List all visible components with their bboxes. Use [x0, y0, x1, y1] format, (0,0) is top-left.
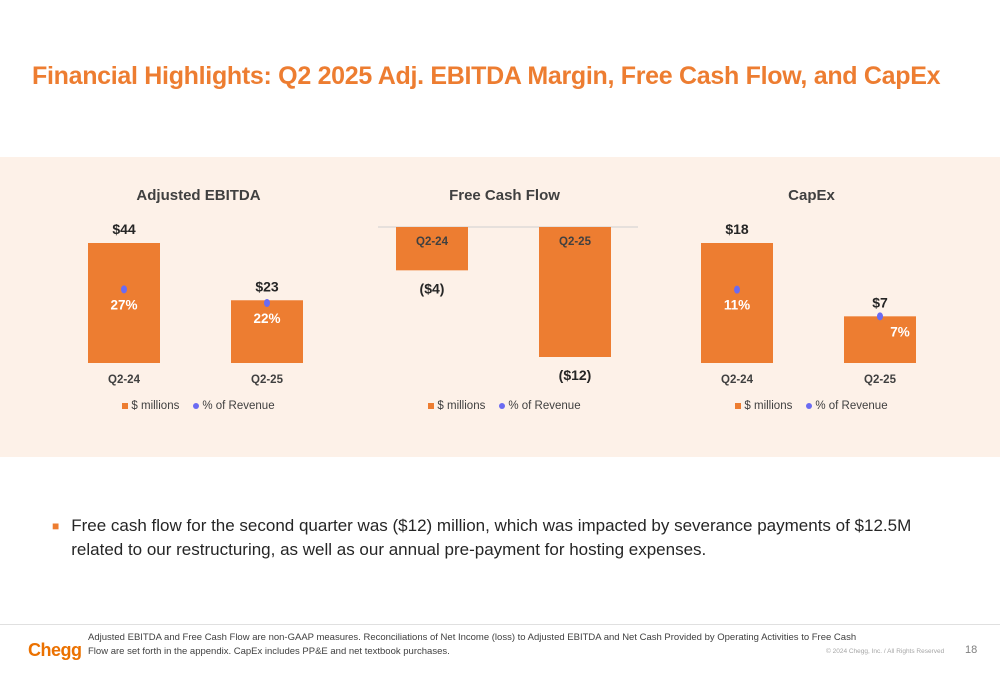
capex-chart: CapEx $18 Q2-24 11% $7 Q2-25 7% $ millions % …	[645, 157, 978, 457]
dot-swatch-icon	[193, 403, 200, 409]
bar-value-label: $18	[725, 221, 749, 237]
bar	[539, 227, 611, 357]
free-cash-flow-plot: Q2-24 ($4) Q2-25 ($12)	[378, 226, 638, 383]
bar	[88, 243, 160, 363]
category-label: Q2-24	[108, 374, 141, 386]
category-label: Q2-25	[864, 374, 897, 386]
chart-legend: $ millions % of Revenue	[32, 400, 365, 412]
pct-value-label: 22%	[253, 311, 280, 326]
bar-swatch-icon	[735, 403, 742, 409]
copyright: © 2024 Chegg, Inc. / All Rights Reserved	[826, 648, 945, 655]
legend-item-dollars: $ millions	[735, 400, 792, 412]
bar-value-label: $7	[872, 294, 888, 310]
bar-swatch-icon	[428, 403, 435, 409]
dot-swatch-icon	[806, 403, 813, 409]
legend-item-pct: % of Revenue	[806, 400, 888, 412]
legend-label: $ millions	[437, 400, 486, 412]
bullet-square-icon: ■	[52, 519, 60, 533]
bar-value-label: ($12)	[559, 367, 592, 383]
bar-swatch-icon	[122, 403, 129, 409]
chart-title: CapEx	[788, 187, 835, 204]
pct-of-revenue-dot	[734, 285, 740, 294]
commentary-bullet: ■ Free cash flow for the second quarter …	[52, 514, 952, 562]
footer-divider	[0, 624, 1000, 625]
chegg-logo: Chegg	[28, 640, 82, 660]
legend-item-pct: % of Revenue	[193, 400, 275, 412]
pct-of-revenue-dot	[264, 299, 270, 307]
dot-swatch-icon	[499, 403, 506, 409]
legend-item-dollars: $ millions	[428, 400, 485, 412]
legend-item-pct: % of Revenue	[499, 400, 581, 412]
bar	[231, 300, 303, 363]
adjusted-ebitda-plot: $44 Q2-24 27% $23 Q2-25 22%	[88, 221, 303, 386]
legend-label: $ millions	[131, 400, 180, 412]
chart-title: Free Cash Flow	[449, 187, 560, 204]
footnote: Adjusted EBITDA and Free Cash Flow are n…	[88, 632, 857, 657]
category-label: Q2-25	[251, 374, 284, 386]
legend-label: $ millions	[744, 400, 793, 412]
chart-legend: $ millions % of Revenue	[338, 400, 671, 412]
bar	[396, 227, 468, 271]
bar	[701, 243, 773, 363]
category-label: Q2-25	[559, 236, 592, 248]
page-number: 18	[965, 644, 978, 656]
pct-of-revenue-dot	[877, 312, 883, 321]
pct-value-label: 7%	[890, 324, 910, 339]
pct-of-revenue-dot	[121, 285, 127, 294]
bar-value-label: $23	[255, 278, 279, 294]
adjusted-ebitda-chart: Adjusted EBITDA $44 Q2-24 27% $23 Q2-25 22% $…	[32, 157, 365, 457]
legend-label: % of Revenue	[508, 400, 581, 412]
bar-value-label: ($4)	[420, 280, 445, 296]
page-title: Financial Highlights: Q2 2025 Adj. EBITD…	[32, 62, 941, 90]
bar	[844, 316, 916, 363]
category-label: Q2-24	[416, 236, 449, 248]
capex-plot: $18 Q2-24 11% $7 Q2-25 7%	[701, 221, 916, 386]
free-cash-flow-chart: Free Cash Flow Q2-24 ($4) Q2-25 ($12) $ mil…	[338, 157, 671, 457]
category-label: Q2-24	[721, 374, 754, 386]
legend-label: % of Revenue	[815, 400, 888, 412]
pct-value-label: 27%	[110, 297, 137, 312]
legend-item-dollars: $ millions	[122, 400, 179, 412]
chart-legend: $ millions % of Revenue	[645, 400, 978, 412]
bullet-text: Free cash flow for the second quarter wa…	[71, 516, 912, 559]
pct-value-label: 11%	[724, 298, 750, 313]
chart-title: Adjusted EBITDA	[136, 187, 261, 204]
bar-value-label: $44	[112, 221, 136, 237]
legend-label: % of Revenue	[202, 400, 275, 412]
